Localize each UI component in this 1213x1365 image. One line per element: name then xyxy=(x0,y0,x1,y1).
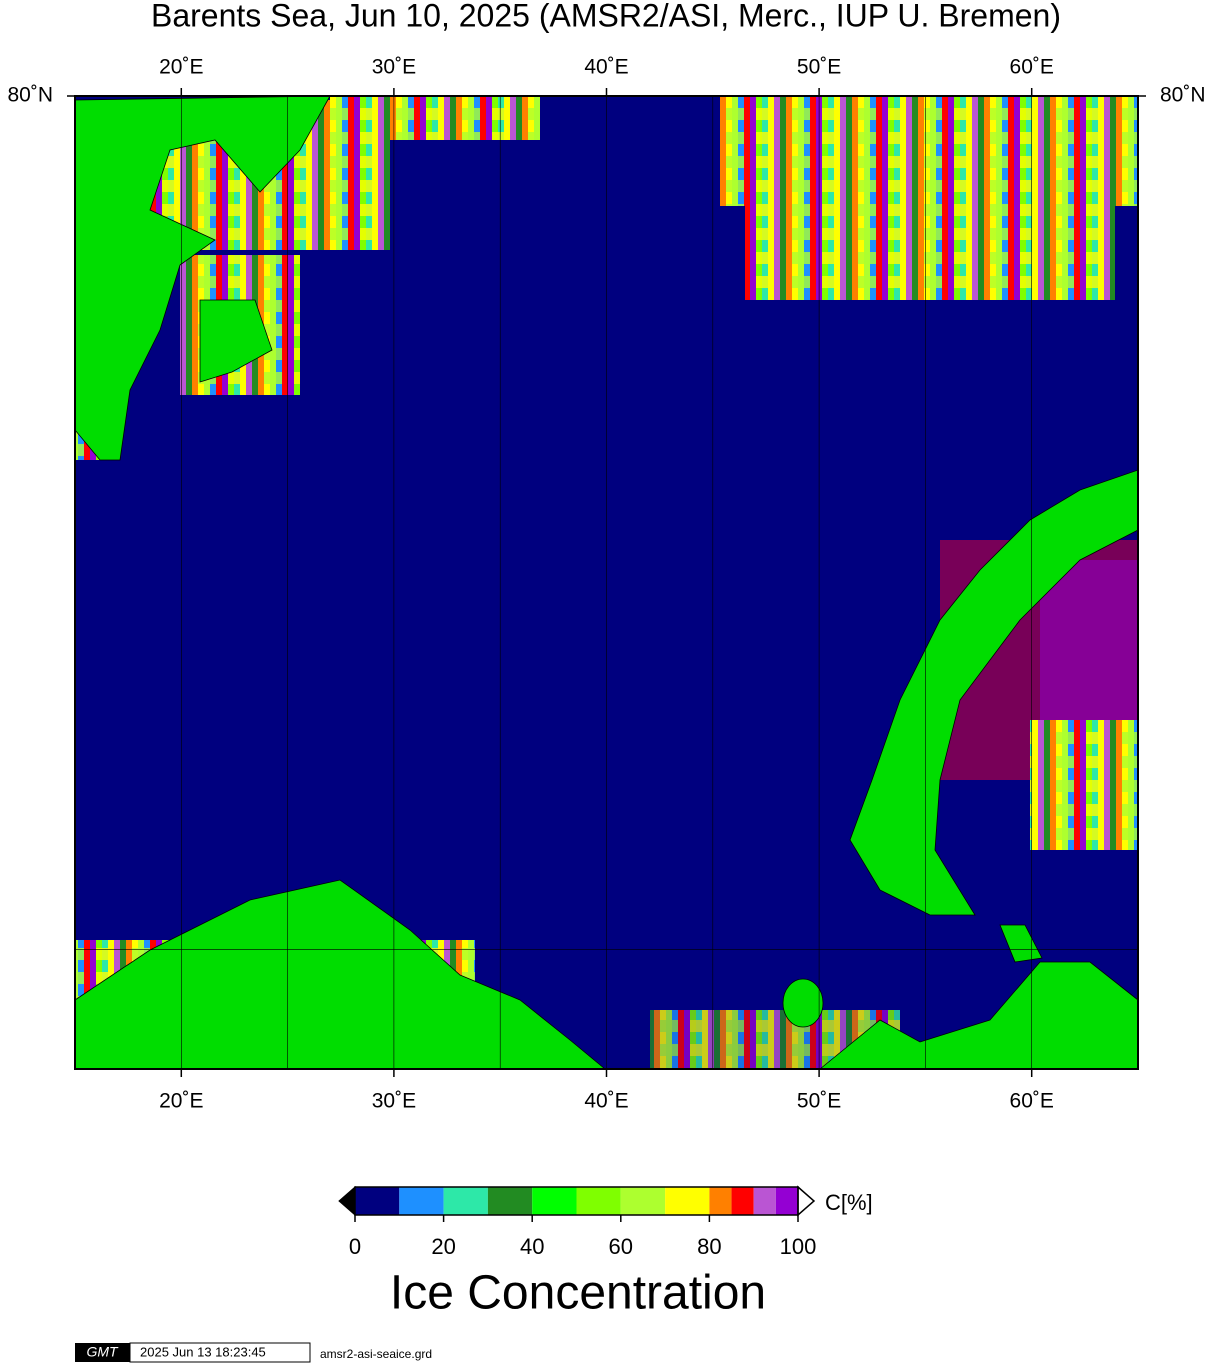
x-tick-label: 60˚E xyxy=(1010,1090,1054,1113)
x-tick-label: 40˚E xyxy=(584,1090,628,1113)
x-tick-label: 20˚E xyxy=(159,56,203,79)
ice-patch xyxy=(720,96,1138,206)
colorbar-bin xyxy=(576,1187,621,1215)
colorbar-over xyxy=(797,1185,816,1217)
x-tick-label: 30˚E xyxy=(372,1090,416,1113)
colorbar-tick-label: 100 xyxy=(780,1234,817,1259)
logo-box xyxy=(75,1343,130,1362)
y-tick-label: 80˚N xyxy=(1160,84,1206,107)
ice-patch xyxy=(1030,720,1138,850)
novaya-zemlya xyxy=(849,469,1139,916)
map-frame xyxy=(74,95,1139,1070)
y-tick-label: 80˚N xyxy=(7,84,53,107)
kolguev xyxy=(782,978,824,1028)
logo: GMT xyxy=(86,1344,119,1360)
colorbar-tick-label: 0 xyxy=(349,1234,361,1259)
colorbar-bin xyxy=(775,1187,798,1215)
colorbar-bin xyxy=(532,1187,577,1215)
footer: GMT 2025 Jun 13 18:23:45 amsr2-asi-seaic… xyxy=(75,1342,432,1363)
colorbar-under xyxy=(338,1185,356,1217)
colorbar-tick-label: 40 xyxy=(520,1234,544,1259)
ice-patch xyxy=(1040,560,1138,720)
island xyxy=(199,299,273,383)
colorbar-bin xyxy=(399,1187,444,1215)
timestamp-box xyxy=(129,1342,311,1363)
colorbar-tick-label: 80 xyxy=(697,1234,721,1259)
x-tick-label: 30˚E xyxy=(372,56,416,79)
x-tick-label: 60˚E xyxy=(1010,56,1054,79)
x-tick-label: 40˚E xyxy=(584,56,628,79)
colorbar-tick-label: 20 xyxy=(431,1234,455,1259)
colorbar-frame xyxy=(354,1186,799,1216)
mainland xyxy=(74,879,607,1070)
ice-patch xyxy=(745,200,1115,300)
colorbar-bin xyxy=(753,1187,776,1215)
colorbar-bin xyxy=(443,1187,488,1215)
file-name: amsr2-asi-seaice.grd xyxy=(320,1347,432,1361)
x-tick-label: 20˚E xyxy=(159,1090,203,1113)
x-tick-label: 50˚E xyxy=(797,56,841,79)
colorbar-label: Ice Concentration xyxy=(390,1267,766,1320)
colorbar-bin xyxy=(355,1187,400,1215)
colorbar-bin xyxy=(665,1187,710,1215)
colorbar-tick-label: 60 xyxy=(609,1234,633,1259)
colorbar-bin xyxy=(709,1187,732,1215)
timestamp: 2025 Jun 13 18:23:45 xyxy=(140,1344,266,1359)
colorbar-bin xyxy=(731,1187,754,1215)
svalbard xyxy=(74,95,331,461)
colorbar-bin xyxy=(487,1187,533,1215)
colorbar-bin xyxy=(620,1187,666,1215)
colorbar-unit: C[%] xyxy=(825,1190,873,1215)
x-tick-label: 50˚E xyxy=(797,1090,841,1113)
land xyxy=(74,95,1139,1070)
map-title: Barents Sea, Jun 10, 2025 (AMSR2/ASI, Me… xyxy=(151,0,1061,33)
